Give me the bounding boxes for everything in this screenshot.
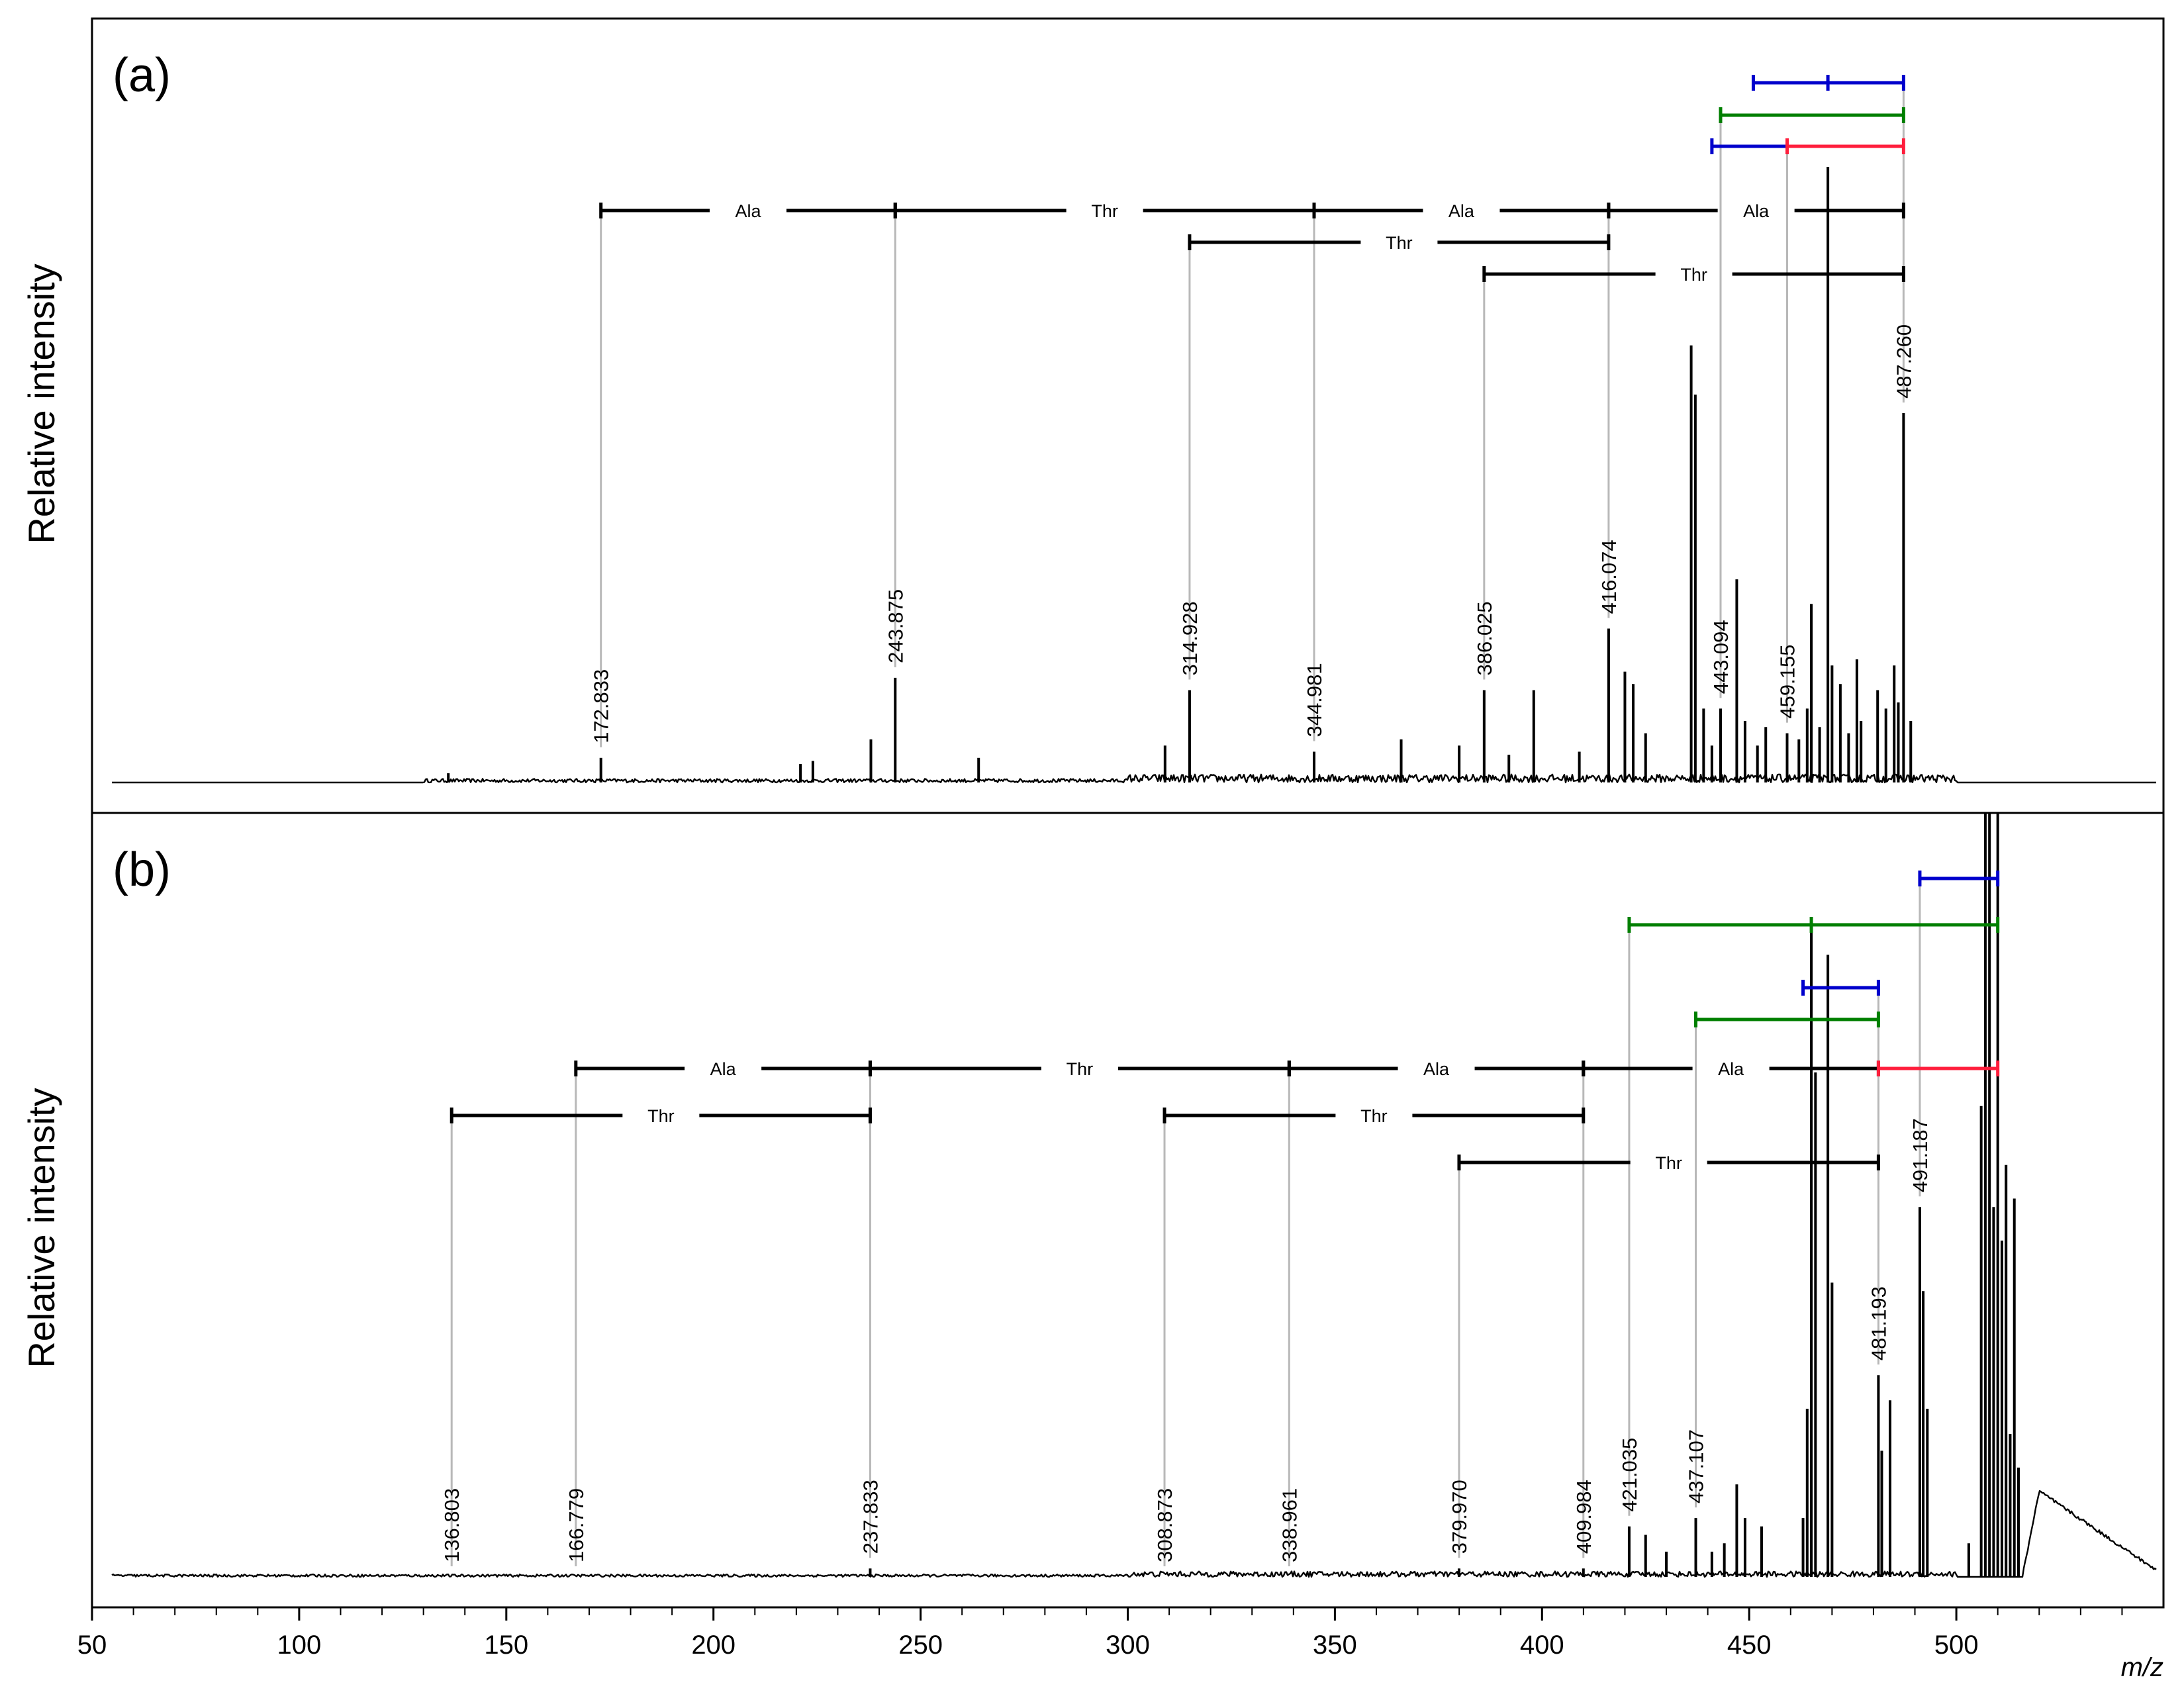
fragment-ladder-label: Thr bbox=[1067, 1059, 1094, 1079]
peak-label: 379.970 bbox=[1448, 1480, 1471, 1554]
y-axis-label-b: Relative intensity bbox=[21, 1088, 62, 1368]
fragment-ladder-label: Ala bbox=[1423, 1059, 1450, 1079]
panel-label: (a) bbox=[113, 49, 171, 102]
peak-label: 136.803 bbox=[440, 1488, 463, 1562]
peak-label: 386.025 bbox=[1473, 601, 1496, 675]
x-tick-label: 200 bbox=[691, 1631, 736, 1660]
panel-b: (b) 136.803 166.779 237.833 308.873 338.961 37… bbox=[91, 812, 2165, 1609]
fragment-ladder-label: Thr bbox=[1680, 265, 1707, 285]
peak-label: 491.187 bbox=[1909, 1118, 1932, 1192]
panel-label: (b) bbox=[113, 843, 171, 896]
fragment-ladder-label: Ala bbox=[1448, 201, 1475, 221]
peak-label: 459.155 bbox=[1776, 645, 1799, 719]
panel-frame bbox=[91, 17, 2165, 814]
x-axis-label: m/z bbox=[2121, 1653, 2163, 1682]
peak-label: 481.193 bbox=[1867, 1286, 1890, 1360]
x-tick-label: 50 bbox=[77, 1631, 107, 1660]
peak-label: 487.260 bbox=[1892, 324, 1915, 399]
peak-label: 166.779 bbox=[565, 1488, 588, 1562]
spectrum-baseline-trace bbox=[111, 1489, 2157, 1578]
spectrum-baseline-trace bbox=[112, 773, 2156, 784]
peak-label: 344.981 bbox=[1303, 663, 1326, 737]
fragment-ladder-label: Thr bbox=[1655, 1153, 1682, 1173]
x-axis: 50 100 150 200 250 300 350 400 450 500 bbox=[77, 1607, 2123, 1660]
panel-a: (a) 172.833 243.875 314.928 344.981 386.025 41… bbox=[91, 17, 2165, 814]
peak-label: 338.961 bbox=[1278, 1488, 1301, 1562]
x-tick-label: 150 bbox=[484, 1631, 528, 1660]
fragment-ladder-label: Thr bbox=[647, 1106, 675, 1126]
fragment-ladder-label: Ala bbox=[710, 1059, 737, 1079]
peak-label: 416.074 bbox=[1597, 540, 1621, 614]
peak-label: 409.984 bbox=[1572, 1480, 1595, 1554]
x-tick-label: 100 bbox=[277, 1631, 322, 1660]
y-axis-label-a: Relative intensity bbox=[21, 263, 62, 544]
peak-label: 443.094 bbox=[1709, 620, 1733, 694]
fragment-ladder-label: Ala bbox=[735, 201, 761, 221]
x-tick-label: 300 bbox=[1106, 1631, 1150, 1660]
peak-label: 308.873 bbox=[1153, 1488, 1176, 1562]
x-tick-label: 500 bbox=[1934, 1631, 1979, 1660]
x-tick-label: 450 bbox=[1727, 1631, 1772, 1660]
fragment-ladder-label: Thr bbox=[1360, 1106, 1388, 1126]
peak-label: 314.928 bbox=[1178, 601, 1202, 675]
x-tick-label: 350 bbox=[1313, 1631, 1357, 1660]
peak-label: 237.833 bbox=[859, 1480, 882, 1554]
peak-label: 243.875 bbox=[884, 589, 907, 663]
x-tick-label: 400 bbox=[1520, 1631, 1564, 1660]
peak-label: 437.107 bbox=[1685, 1429, 1708, 1503]
fragment-ladder-label: Ala bbox=[1743, 201, 1770, 221]
peak-label: 172.833 bbox=[590, 669, 613, 743]
fragment-ladder-label: Thr bbox=[1091, 201, 1118, 221]
x-tick-label: 250 bbox=[898, 1631, 943, 1660]
fragment-ladder-label: Ala bbox=[1718, 1059, 1744, 1079]
panel-frame bbox=[91, 812, 2165, 1609]
fragment-ladder-label: Thr bbox=[1386, 233, 1413, 253]
peak-label: 421.035 bbox=[1618, 1438, 1641, 1512]
